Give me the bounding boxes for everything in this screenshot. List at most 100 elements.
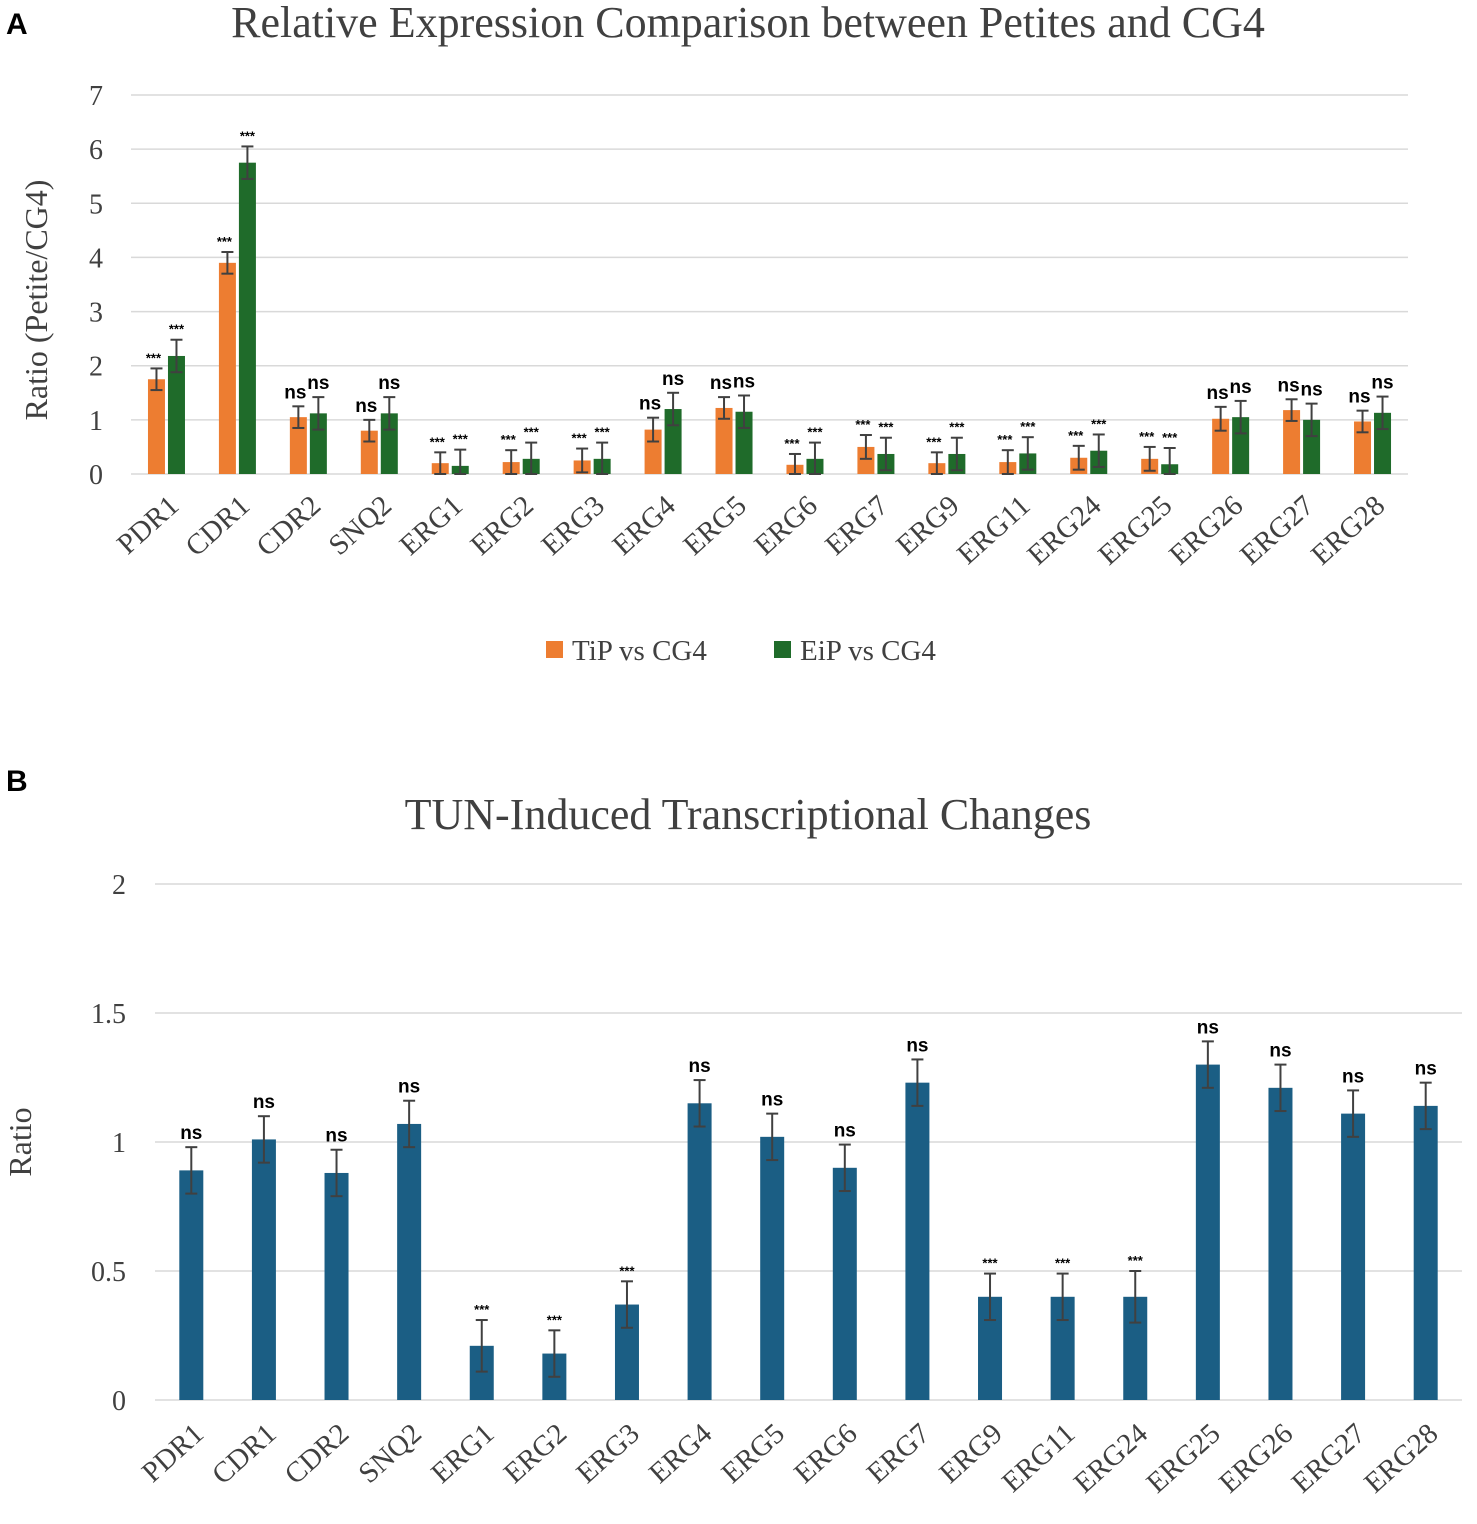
x-tick-label: SNQ2 [323,489,398,561]
significance-label: *** [217,234,233,249]
significance-label: ns [1230,377,1252,398]
significance-label: *** [572,431,588,446]
x-tick-label: ERG11 [951,489,1036,570]
panel-a: A Relative Expression Comparison between… [6,0,1408,667]
x-tick-label: ERG6 [748,489,823,561]
panel-a-error-bars [150,145,1389,475]
x-tick-label: ERG24 [1068,1417,1154,1499]
x-tick-label: ERG4 [643,1417,719,1490]
significance-label: ns [1342,1066,1364,1087]
bar-erg27-tun [1341,1113,1366,1400]
significance-label: *** [430,434,446,449]
bar-cdr2-tip [289,417,307,474]
x-tick-label: ERG25 [1092,489,1178,571]
x-tick-label: ERG2 [498,1417,573,1489]
significance-label: *** [1128,1253,1144,1268]
legend-swatch-eip [774,641,791,658]
panel-b-gridlines [155,883,1462,1401]
panel-a-bars [147,162,1392,474]
x-tick-label: ERG27 [1234,489,1320,571]
bar-erg7-tun [905,1082,930,1400]
x-tick-label: ERG9 [933,1417,1008,1489]
significance-label: *** [982,1256,998,1271]
y-tick-label: 0 [89,460,103,491]
significance-label: *** [453,432,469,447]
significance-label: ns [1269,1041,1291,1062]
x-tick-label: CDR2 [279,1417,356,1490]
y-tick-label: 4 [89,243,103,274]
x-tick-label: ERG6 [788,1417,863,1489]
significance-label: *** [1162,430,1178,445]
x-tick-label: ERG4 [606,489,682,562]
bar-cdr1-tun [251,1139,276,1400]
y-tick-label: 0.5 [91,1257,126,1288]
significance-label: ns [325,1126,347,1147]
significance-label: ns [906,1035,928,1056]
y-tick-label: 1 [89,406,103,437]
bar-erg26-eip [1232,417,1250,474]
bar-erg27-eip [1303,419,1321,474]
panel-b-x-tick-labels: PDR1CDR1CDR2SNQ2ERG1ERG2ERG3ERG4ERG5ERG6… [136,1417,1445,1499]
significance-label: ns [398,1077,420,1098]
y-tick-label: 2 [89,352,103,383]
y-tick-label: 5 [89,189,103,220]
bar-snq2-eip [380,413,398,474]
bar-erg25-tun [1195,1064,1220,1400]
panel-b: B TUN-Induced Transcriptional Changes Ra… [2,765,1462,1499]
panel-b-significance-labels: ns ns ns ns *** *** *** ns ns ns ns *** *** *** ns ns ns… [180,1017,1437,1327]
significance-label: *** [547,1312,563,1327]
y-tick-label: 2 [112,870,126,901]
significance-label: ns [253,1092,275,1113]
bar-erg5-tun [760,1136,785,1400]
legend-label-tip: TiP vs CG4 [572,635,707,667]
significance-label: *** [1091,416,1107,431]
significance-label: *** [240,128,256,143]
significance-label: ns [1207,383,1229,404]
y-tick-label: 0 [112,1386,126,1417]
x-tick-label: ERG5 [716,1417,791,1489]
x-tick-label: PDR1 [111,489,185,560]
significance-label: *** [878,420,894,435]
panel-a-y-axis-label: Ratio (Petite/CG4) [18,180,54,421]
y-tick-label: 1.5 [91,999,126,1030]
significance-label: *** [1068,428,1084,443]
significance-label: ns [1348,387,1370,408]
y-tick-label: 7 [89,81,103,112]
y-tick-label: 6 [89,135,103,166]
bar-cdr2-tun [324,1172,349,1400]
panel-a-legend: TiP vs CG4 EiP vs CG4 [546,635,936,667]
bar-pdr1-tip [147,379,165,474]
bar-erg26-tun [1268,1087,1293,1400]
significance-label: *** [784,436,800,451]
panel-b-y-ticks: 0 0.5 1 1.5 2 [91,870,126,1417]
significance-label: ns [307,373,329,394]
bar-erg26-tip [1212,418,1230,474]
significance-label: *** [1055,1256,1071,1271]
x-tick-label: ERG5 [677,489,752,561]
significance-label: *** [855,417,871,432]
significance-label: *** [524,425,540,440]
x-tick-label: ERG1 [425,1417,500,1489]
y-tick-label: 1 [112,1128,126,1159]
significance-label: ns [284,382,306,403]
x-tick-label: ERG7 [819,489,894,561]
x-tick-label: PDR1 [136,1417,210,1488]
significance-label: *** [949,420,965,435]
bar-erg28-tip [1354,421,1372,474]
bar-erg6-tun [832,1167,857,1400]
significance-label: ns [1415,1059,1437,1080]
significance-label: ns [1371,373,1393,394]
significance-label: ns [1300,380,1322,401]
x-tick-label: ERG28 [1358,1417,1444,1499]
bar-cdr1-tip [218,262,236,474]
bar-pdr1-tun [179,1170,204,1400]
x-tick-label: ERG7 [861,1417,936,1489]
significance-label: ns [834,1121,856,1142]
significance-label: *** [169,322,185,337]
x-tick-label: ERG3 [570,1417,645,1489]
bar-snq2-tun [397,1123,422,1400]
significance-label: *** [474,1302,490,1317]
significance-label: ns [378,373,400,394]
